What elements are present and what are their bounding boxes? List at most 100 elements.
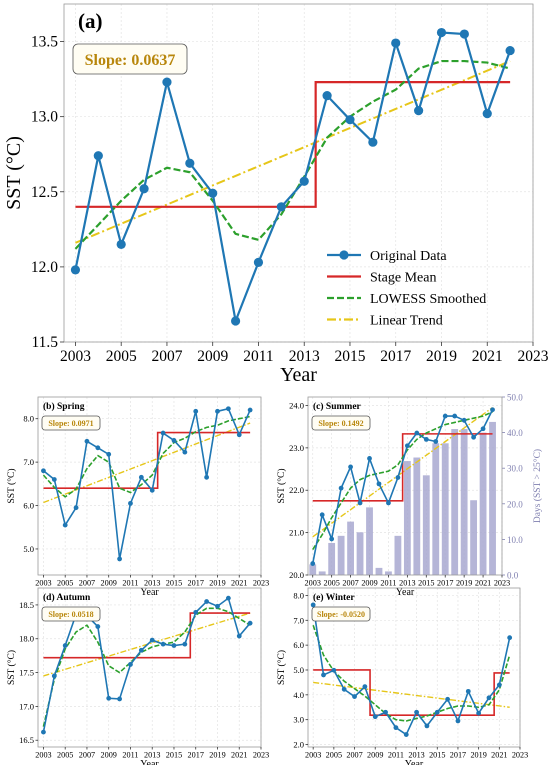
data-point	[128, 500, 133, 506]
data-point	[215, 408, 220, 414]
data-point	[149, 637, 155, 643]
data-point	[182, 641, 188, 647]
x-tick-label: 2003	[305, 751, 321, 760]
x-tick-label: 2007	[151, 348, 182, 365]
x-tick-label: 2021	[231, 751, 247, 760]
panel-c: 0.0 10.0 20.0 30.0 40.0 50.0 Days (SST > 25°C)…	[276, 393, 543, 599]
data-point	[480, 426, 486, 432]
x-tick-label: 2017	[188, 751, 204, 760]
data-point	[117, 556, 122, 562]
x-tick-label: 2023	[253, 751, 269, 760]
y-tick-label: 16.5	[19, 735, 34, 745]
x-tick-label: 2017	[437, 579, 453, 588]
y-tick-label: 13.0	[31, 109, 58, 126]
y2-tick-label: 0.0	[507, 571, 519, 581]
y-tick-label: 12.5	[31, 184, 58, 201]
x-tick-label: 2005	[323, 579, 339, 588]
x-tick-label: 2011	[122, 579, 138, 588]
data-point	[423, 436, 429, 442]
data-point	[236, 432, 242, 438]
x-tick-label: 2013	[144, 579, 160, 588]
data-point	[368, 137, 378, 147]
data-point	[182, 449, 188, 455]
data-point	[204, 599, 210, 604]
x-tick-label: 2019	[426, 348, 457, 365]
data-point	[225, 595, 231, 601]
data-point	[162, 77, 172, 87]
bar	[413, 457, 421, 575]
x-tick-label: 2005	[106, 348, 137, 365]
data-point	[160, 641, 166, 647]
y-axis-label: SST (°C)	[3, 136, 25, 210]
data-point	[507, 635, 513, 641]
x-tick-label: 2009	[197, 348, 228, 365]
plot-frame	[63, 3, 534, 343]
data-point	[345, 115, 355, 125]
x-tick-label: 2023	[494, 579, 510, 588]
data-point	[367, 456, 372, 461]
y2-tick-label: 40.0	[507, 428, 523, 438]
data-point	[490, 407, 495, 413]
x-tick-label: 2003	[35, 579, 51, 588]
data-point	[95, 445, 101, 451]
data-point	[138, 474, 144, 480]
y-tick-label: 20.0	[289, 570, 304, 580]
data-point	[41, 729, 46, 735]
x-tick-label: 2015	[334, 348, 365, 365]
x-axis-label: Year	[396, 587, 415, 598]
data-point	[362, 684, 368, 690]
lowess-line	[42, 607, 251, 727]
data-point	[331, 667, 337, 673]
data-point	[348, 464, 353, 470]
slope-badge	[311, 606, 371, 622]
data-point	[496, 682, 502, 688]
data-point	[276, 202, 286, 212]
data-point	[185, 158, 195, 168]
plot-frame	[37, 396, 262, 576]
y-tick-label: 5.0	[23, 544, 34, 554]
slope-badge	[72, 43, 188, 75]
data-point	[62, 522, 68, 528]
x-tick-label: 2023	[253, 579, 269, 588]
x-tick-label: 2009	[367, 751, 383, 760]
data-point	[455, 718, 461, 724]
y-tick-label: 2.0	[293, 740, 304, 750]
data-point	[403, 732, 409, 737]
x-axis-label: Year	[405, 759, 424, 765]
data-point	[376, 481, 382, 487]
x-tick-label: 2007	[346, 751, 362, 760]
y-tick-label: 18.0	[19, 634, 34, 644]
x-axis-label: Year	[280, 364, 317, 386]
y-axis-label: SST (°C)	[276, 468, 287, 503]
x-tick-label: 2007	[79, 579, 95, 588]
panel-title: (d) Autumn	[43, 592, 91, 603]
data-point	[357, 500, 363, 506]
x-tick-label: 2011	[122, 751, 138, 760]
panel-title: (a)	[78, 9, 103, 33]
x-tick-label: 2005	[57, 579, 73, 588]
data-point	[476, 710, 482, 716]
linear-trend-line	[75, 60, 511, 244]
y-tick-label: 21.0	[289, 528, 304, 538]
data-point	[225, 406, 231, 412]
data-point	[329, 536, 335, 542]
x-tick-label: 2013	[144, 751, 160, 760]
y-tick-label: 22.0	[289, 485, 304, 495]
y-tick-label: 7.0	[23, 457, 34, 467]
bar	[318, 571, 326, 575]
panel-title: (e) Winter	[313, 592, 355, 603]
panel-a: 2003 2005 2007 2009 2011 2013 2015 2017 2019 2021…	[3, 3, 549, 386]
legend-label-stage: Stage Mean	[370, 271, 436, 286]
data-point	[128, 662, 133, 667]
data-point	[486, 695, 492, 701]
x-tick-label: 2019	[209, 579, 225, 588]
x-tick-label: 2005	[326, 751, 342, 760]
y-tick-label: 17.0	[19, 701, 34, 711]
data-point	[414, 430, 420, 436]
data-point	[204, 474, 210, 480]
x-tick-label: 2003	[35, 751, 51, 760]
data-point	[404, 443, 410, 449]
data-point	[62, 643, 68, 648]
x-tick-label: 2011	[243, 348, 273, 365]
bar	[385, 571, 392, 575]
